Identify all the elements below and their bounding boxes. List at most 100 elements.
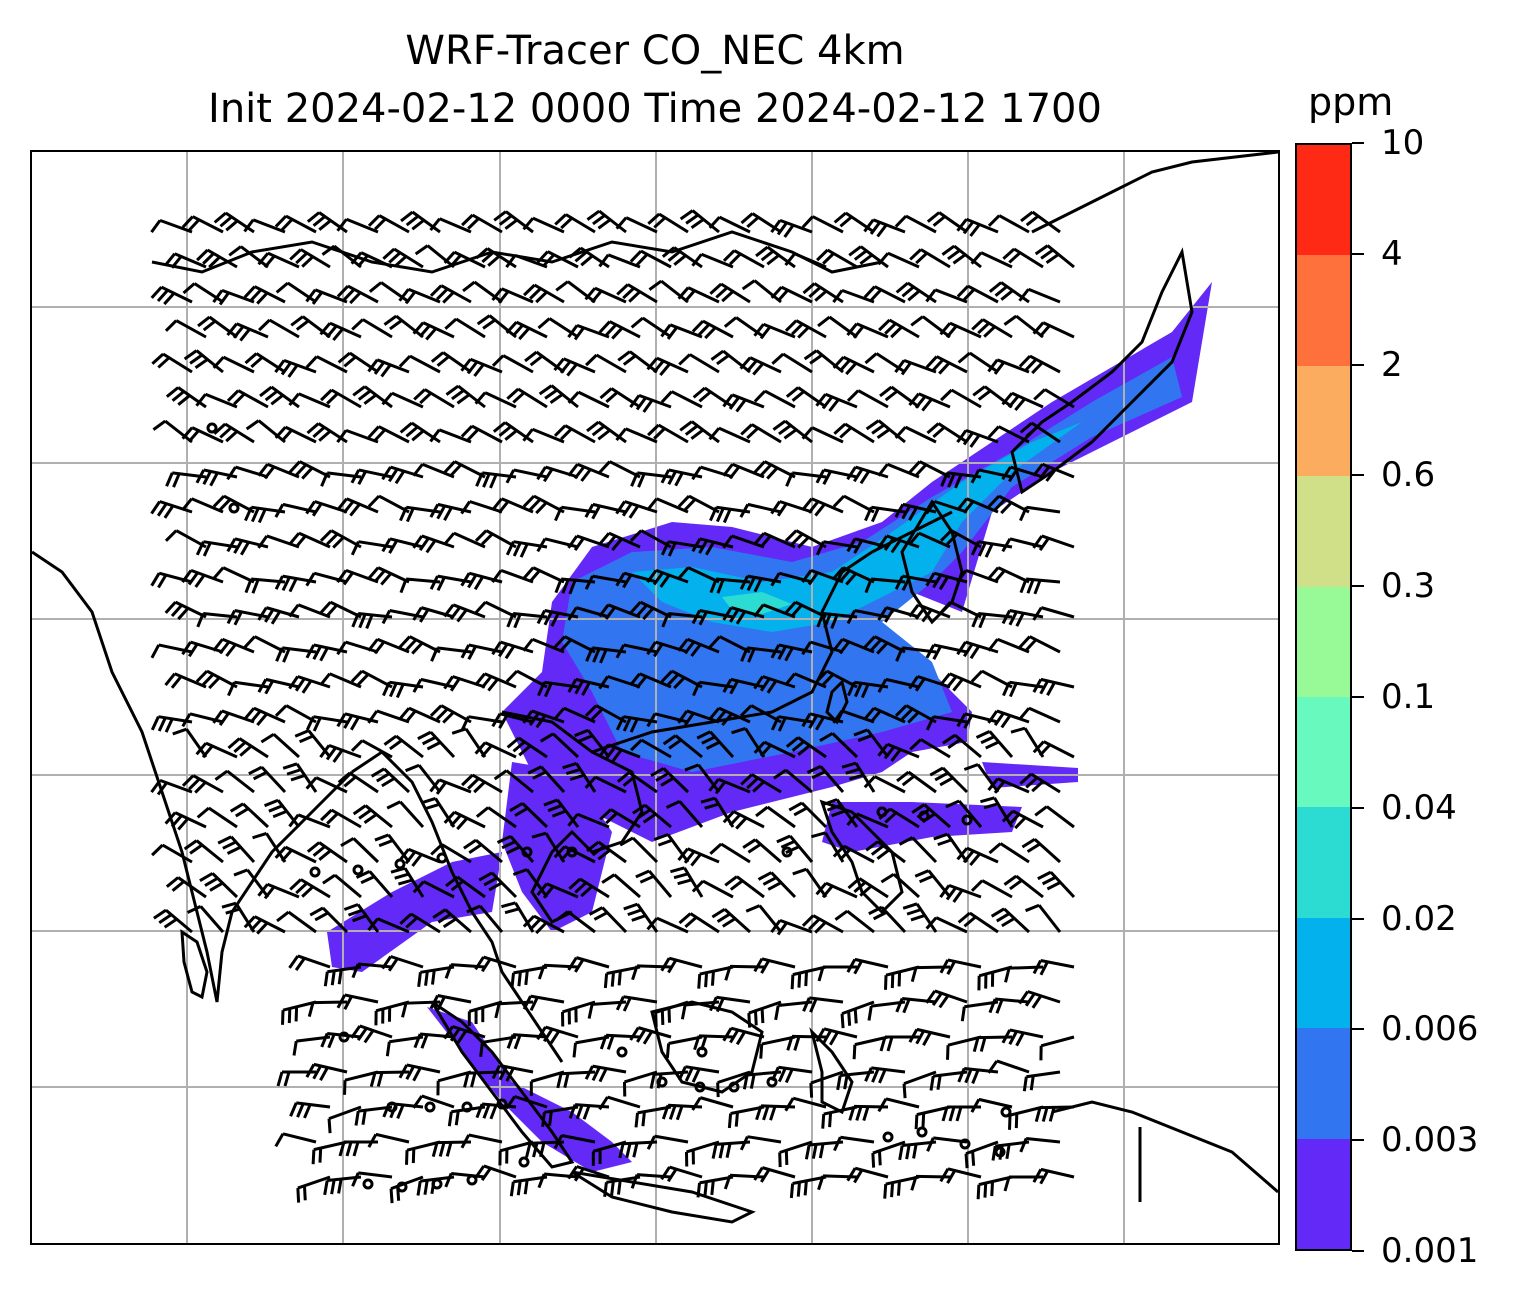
wind-barb [956,497,999,514]
wind-barb [770,918,813,936]
wind-barb [413,1032,455,1049]
wind-barb [776,834,814,863]
wind-barb [186,904,225,933]
wind-barb [1032,606,1075,621]
wind-barb [878,807,920,829]
wind-barb [896,770,937,794]
wind-barb [696,730,735,759]
wind-barb [832,355,875,376]
colorbar-tick-label: 0.003 [1381,1120,1479,1161]
wind-barb [599,387,641,409]
wind-barb [430,843,472,864]
wind-barb [505,1095,548,1110]
calm-wind-marker [362,1178,374,1190]
wind-barb [801,215,844,234]
wind-barb [816,611,858,629]
wind-barb [381,955,424,972]
wind-barb [679,209,720,234]
wind-barb [491,568,534,584]
wind-barb [630,1173,672,1189]
wind-barb [785,386,827,409]
wind-barb [294,729,332,758]
wind-barb [522,427,565,444]
wind-barb [319,529,362,549]
wind-barb [212,494,255,514]
wind-barb [288,460,331,480]
wind-barb [988,997,1030,1014]
wind-barb [553,635,596,654]
wind-barb [196,806,238,829]
wind-barb [405,1140,441,1165]
wind-barb [257,462,300,480]
colorbar-tick-label: 0.001 [1381,1231,1479,1271]
wind-barb [429,994,472,1011]
coast-northeast-asia [1031,152,1278,234]
wind-barb [337,771,379,794]
wind-barb [311,1140,348,1165]
wind-barb [753,322,796,340]
wind-barb [956,846,999,866]
wind-barb [568,877,610,899]
wind-barb [305,1062,348,1081]
wind-barb [321,244,362,269]
wind-barb [567,677,610,696]
wind-barb [634,1105,672,1128]
wind-barb [153,908,193,934]
wind-barb [567,534,610,552]
wind-barb [257,677,300,695]
wind-barb [909,248,951,269]
wind-barb [568,1103,610,1120]
wind-barb [975,729,1014,758]
wind-barb [537,317,579,339]
wind-barb [665,799,704,828]
colorbar-segment [1297,255,1350,366]
wind-barb [476,314,517,339]
wind-barb [809,1070,844,1098]
wind-barb [383,734,424,759]
wind-barb [598,743,641,763]
wind-barb [213,422,255,444]
colorbar-tick [1352,1028,1364,1031]
wind-barb [722,534,765,549]
wind-barb [181,774,224,794]
wind-barb [274,704,317,724]
wind-barb [846,465,889,485]
wind-barb [894,425,937,444]
wind-barb [151,352,193,374]
wind-barb [568,246,610,269]
wind-barb [429,428,472,444]
wind-barb [367,566,410,586]
wind-barb [598,253,641,269]
wind-barb [478,871,518,899]
wind-barb [964,1140,999,1169]
wind-barb [553,424,596,444]
wind-barb [350,251,393,269]
wind-barb [946,1035,982,1060]
wind-barb [164,600,207,621]
colorbar-tick-label: 4 [1381,233,1403,274]
wind-barb [722,677,765,695]
wind-barb [382,1101,424,1119]
wind-barb [1034,805,1075,829]
wind-barb [723,316,765,339]
map-gridlines [32,152,1278,1243]
wind-barb [181,215,224,234]
colorbar-tick-label: 0.04 [1381,787,1457,828]
wind-barb [1022,1070,1061,1092]
wind-barb [351,318,393,339]
calm-wind-marker [694,1081,706,1093]
wind-barb [567,606,610,621]
wind-barb [801,426,844,444]
wind-barb [506,1033,548,1050]
calm-wind-marker [352,864,364,876]
wind-barb [970,251,1013,269]
wind-barb [306,841,348,864]
wind-barb [630,738,672,759]
wind-barb [214,769,255,794]
wind-barb [586,209,627,234]
wind-barb [692,386,734,409]
wind-barb [257,251,300,269]
wind-barb [585,353,627,374]
wind-barb [336,568,379,586]
wind-barb [987,358,1030,375]
